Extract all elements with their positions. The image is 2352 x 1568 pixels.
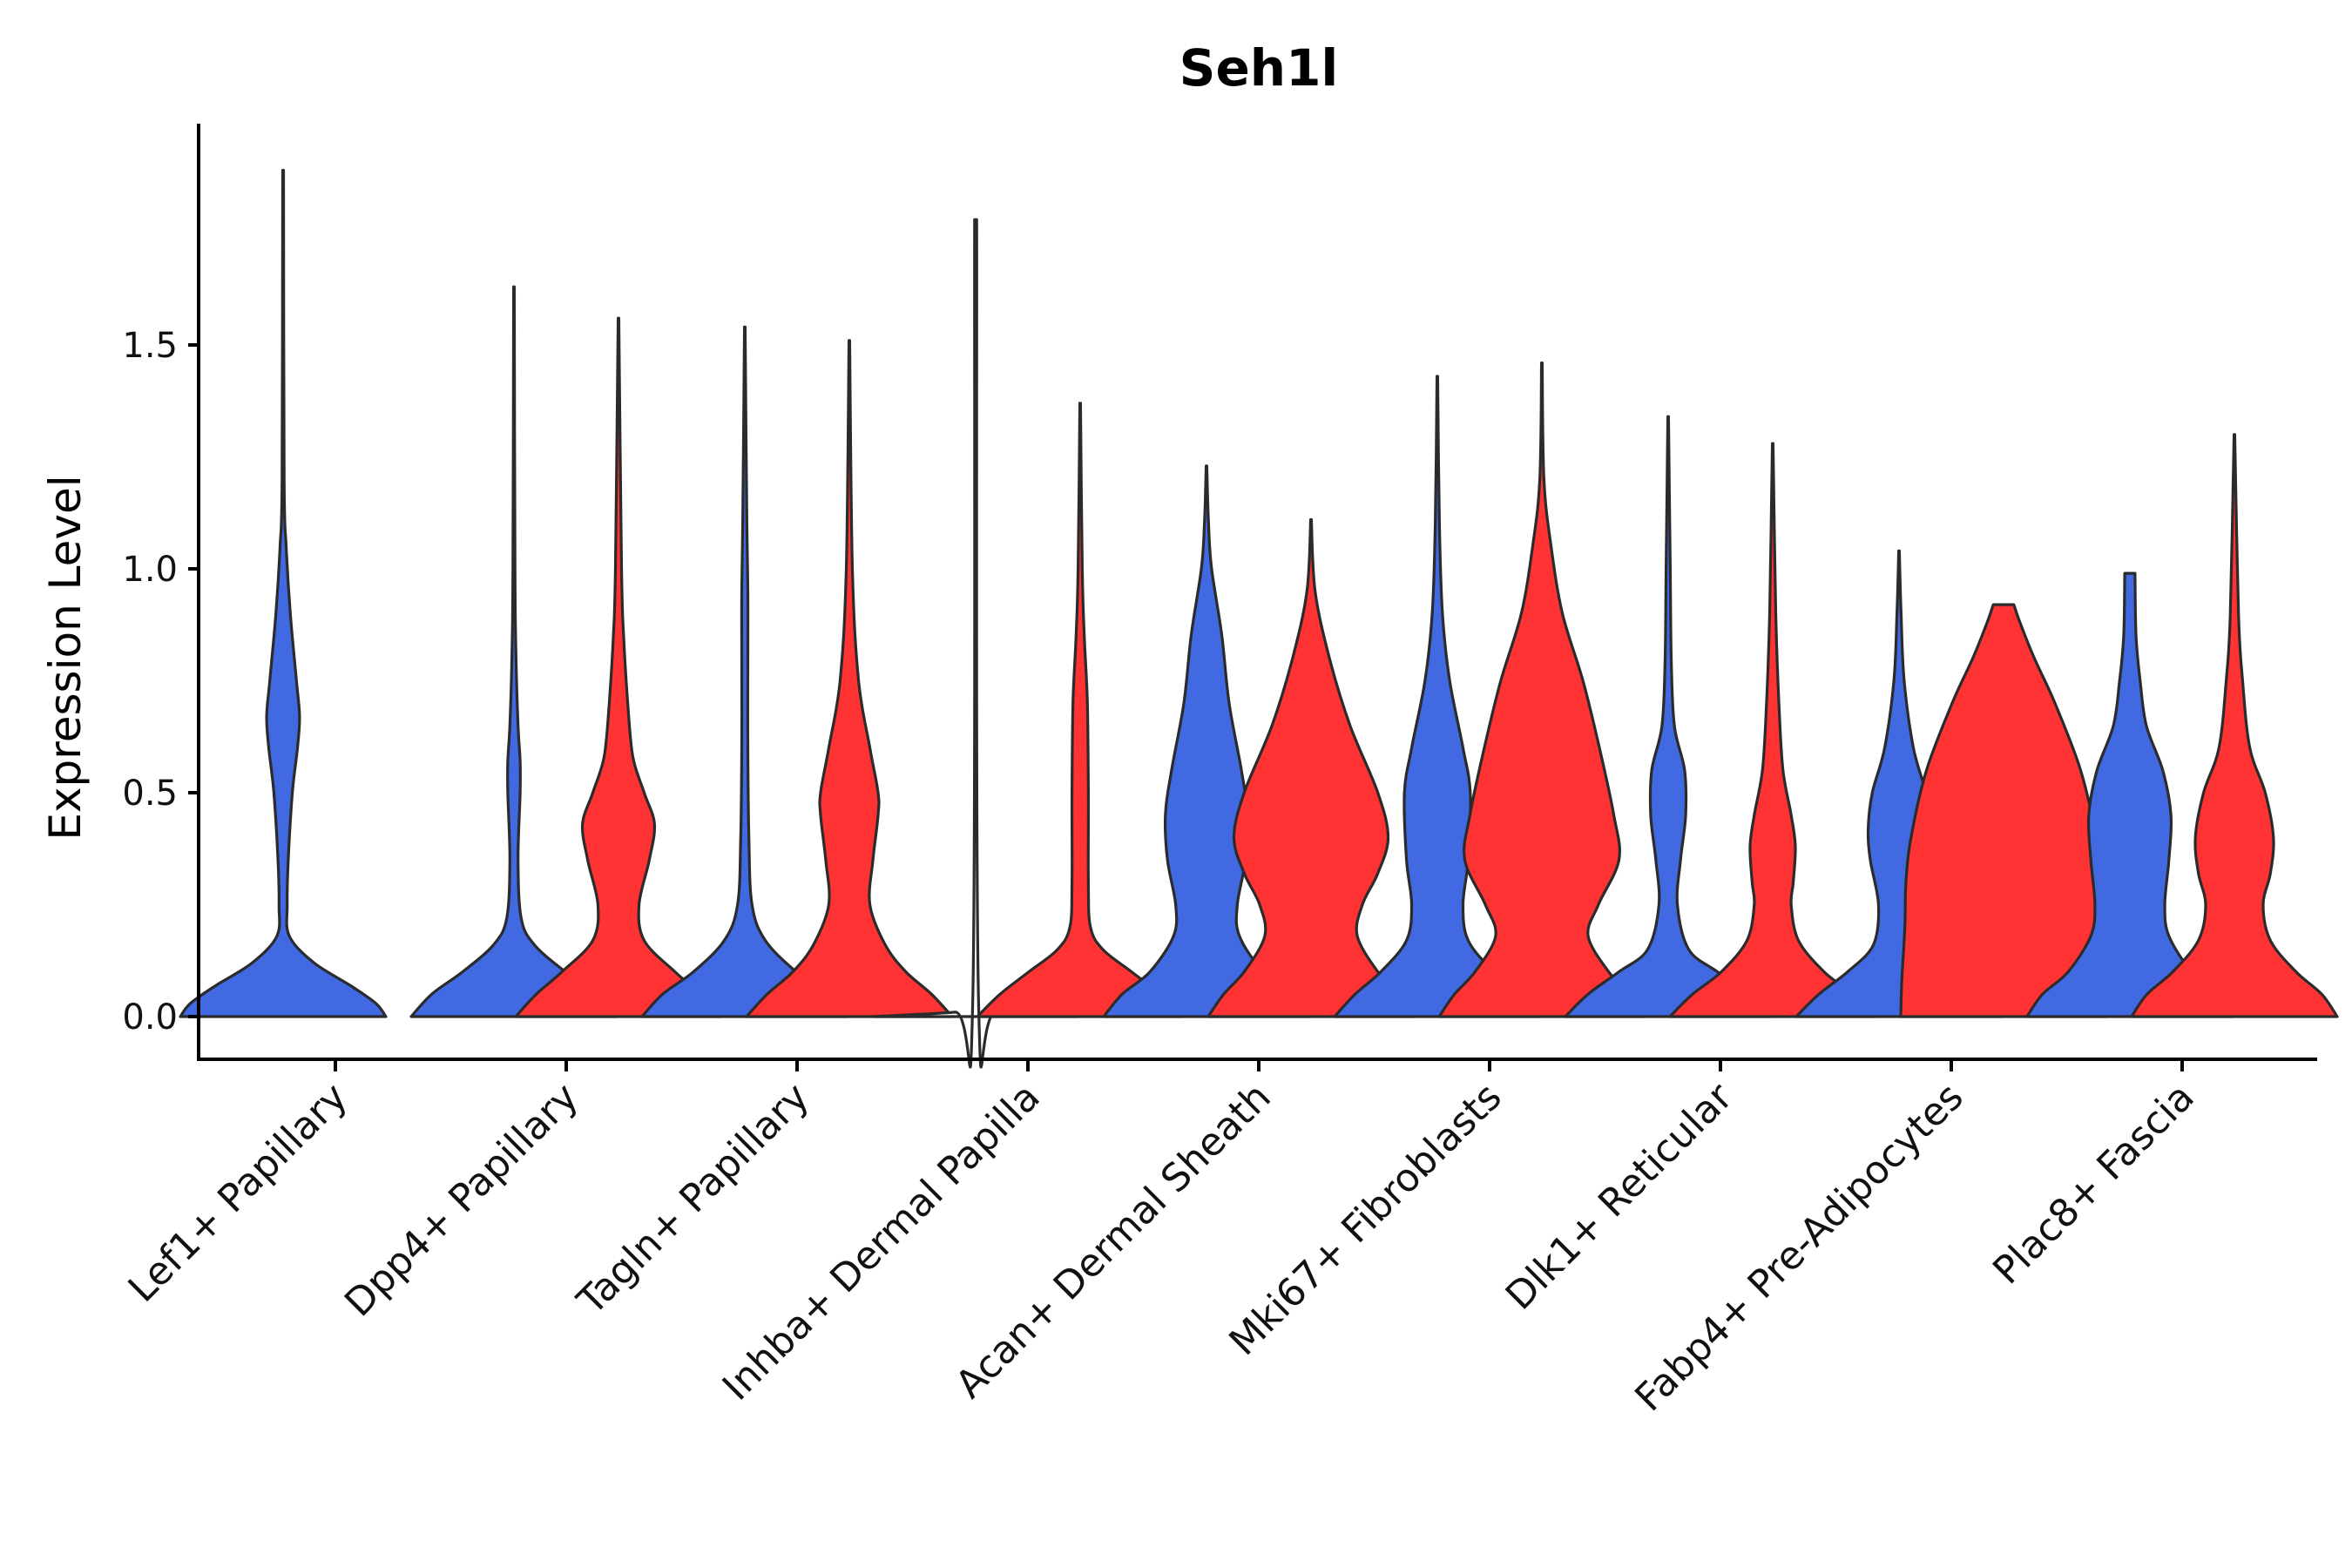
x-tick-label: Plac8+ Fascia (1984, 1075, 2203, 1294)
violin-group_b (1899, 603, 2108, 1018)
violin-group_b (1437, 362, 1646, 1018)
y-tick-label: 0.5 (122, 774, 178, 814)
violin-group_b (976, 402, 1185, 1018)
x-tick-label: Dpp4+ Papillary (336, 1075, 587, 1326)
violin-group_b (514, 316, 723, 1018)
violin-group_a (409, 285, 618, 1018)
x-tick-label: Tagln+ Papillary (569, 1075, 818, 1324)
y-tick-label: 1.5 (122, 326, 178, 366)
y-tick-layer: 0.0 0.5 1.0 1.5 (122, 326, 199, 1037)
x-tick-label: Dlk1+ Reticular (1497, 1074, 1742, 1319)
violin-layer (179, 168, 2339, 1069)
violin-group_a (871, 218, 1080, 1069)
x-tick-label: Lef1+ Papillary (120, 1075, 356, 1311)
chart-title: Seh1l (1179, 38, 1339, 98)
violin-group_a (640, 325, 849, 1018)
y-axis-label: Expression Level (40, 475, 91, 840)
violin-group_b (1668, 442, 1877, 1018)
violin-group_a (1102, 464, 1311, 1018)
violin-group_a (1564, 415, 1773, 1018)
violin-group_a (179, 168, 388, 1018)
y-tick-label: 1.0 (122, 550, 178, 590)
y-tick-label: 0.0 (122, 997, 178, 1037)
violin-group_a (2025, 571, 2234, 1018)
violin-group_b (1206, 517, 1416, 1018)
violin-group_b (2130, 433, 2339, 1018)
violin-group_a (1333, 375, 1542, 1018)
violin-group_b (745, 339, 954, 1018)
